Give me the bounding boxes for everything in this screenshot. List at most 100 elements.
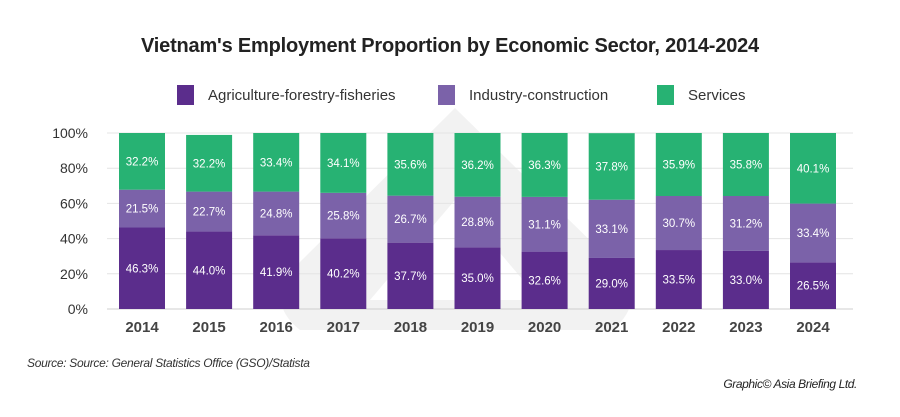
bar-stack-2014: 46.3% 21.5% 32.2%	[119, 133, 165, 309]
bar-stack-2017: 40.2% 25.8% 34.1%	[320, 133, 367, 309]
bar-segment-services	[253, 133, 300, 192]
data-label: 26.7%	[394, 214, 427, 226]
legend-label-industry: Industry-construction	[469, 86, 609, 104]
bar-segment-services	[521, 133, 568, 197]
bar-segment-services	[119, 133, 165, 190]
data-label: 31.1%	[528, 219, 561, 231]
bar-segment-industry	[722, 196, 769, 251]
x-tick-label: 2018	[394, 319, 427, 336]
y-tick-label: 0%	[68, 301, 88, 317]
data-label: 36.2%	[461, 160, 494, 172]
data-label: 22.7%	[193, 207, 226, 219]
bar-segment-industry	[253, 191, 300, 236]
x-tick-label: 2016	[260, 319, 293, 336]
bar-stack-2016: 41.9% 24.8% 33.4%	[253, 133, 300, 309]
bar-segment-agriculture	[387, 242, 434, 309]
bar-segment-services	[454, 133, 501, 197]
bar-stack-2018: 37.7% 26.7% 35.6%	[387, 133, 434, 309]
bar-segment-industry	[454, 196, 501, 248]
data-label: 32.6%	[528, 275, 561, 287]
x-tick-label: 2019	[461, 319, 494, 336]
data-label: 33.1%	[595, 224, 628, 236]
data-label: 32.2%	[193, 158, 226, 170]
bar-segment-industry	[521, 196, 568, 252]
bar-segment-industry	[119, 189, 165, 228]
bar-segment-agriculture	[722, 250, 769, 309]
bar-segment-industry	[655, 196, 702, 251]
x-tick-label: 2024	[796, 319, 830, 336]
bar-segment-agriculture	[655, 250, 702, 309]
bars: 46.3% 21.5% 32.2% 44.0% 22.7% 32.2% 41.9% 24.8%…	[119, 133, 836, 309]
bar-segment-services	[320, 133, 367, 193]
data-label: 34.1%	[327, 158, 360, 170]
bar-segment-services	[790, 133, 836, 204]
data-label: 37.8%	[595, 161, 628, 173]
legend-item-industry: Industry-construction	[438, 85, 608, 105]
data-label: 44.0%	[193, 265, 226, 277]
data-label: 35.8%	[730, 160, 763, 172]
x-tick-label: 2015	[192, 319, 225, 336]
data-label: 31.2%	[730, 218, 763, 230]
legend-swatch-services	[657, 85, 674, 105]
data-label: 21.5%	[126, 204, 159, 216]
y-tick-label: 40%	[60, 231, 88, 247]
x-tick-label: 2014	[125, 319, 159, 336]
x-tick-label: 2021	[595, 319, 628, 336]
data-label: 40.2%	[327, 269, 360, 281]
x-tick-label: 2020	[528, 319, 561, 336]
y-tick-label: 100%	[52, 125, 88, 141]
data-label: 33.5%	[662, 275, 695, 287]
data-label: 24.8%	[260, 208, 293, 220]
bar-segment-agriculture	[186, 231, 233, 309]
bar-segment-services	[387, 133, 434, 196]
x-axis: 2014 2015 2016 2017 2018 2019 2020 2021 2022 2023…	[125, 319, 830, 336]
graphic-credit: Graphic© Asia Briefing Ltd.	[723, 377, 857, 391]
y-tick-label: 20%	[60, 266, 88, 282]
bar-stack-2021: 29.0% 33.1% 37.8%	[588, 133, 635, 309]
bar-segment-agriculture	[320, 238, 367, 309]
chart-title: Vietnam's Employment Proportion by Econo…	[141, 35, 759, 57]
bar-stack-2024: 26.5% 33.4% 40.1%	[790, 133, 836, 309]
source-note: Source: Source: General Statistics Offic…	[27, 356, 310, 370]
bar-segment-services	[655, 133, 702, 197]
data-label: 28.8%	[461, 217, 494, 229]
data-label: 40.1%	[797, 163, 830, 175]
legend-label-services: Services	[688, 86, 746, 104]
y-axis: 0% 20% 40% 60% 80% 100%	[52, 125, 88, 317]
data-label: 29.0%	[595, 278, 628, 290]
bar-segment-services	[186, 134, 233, 192]
bar-segment-agriculture	[119, 227, 165, 309]
bar-stack-2023: 33.0% 31.2% 35.8%	[722, 133, 769, 309]
x-tick-label: 2017	[327, 319, 360, 336]
y-tick-label: 80%	[60, 160, 88, 176]
bar-stack-2015: 44.0% 22.7% 32.2%	[186, 134, 233, 309]
data-label: 33.4%	[797, 228, 830, 240]
data-label: 46.3%	[126, 263, 159, 275]
data-label: 41.9%	[260, 267, 293, 279]
y-tick-label: 60%	[60, 195, 88, 211]
data-label: 26.5%	[797, 281, 830, 293]
data-label: 37.7%	[394, 271, 427, 283]
data-label: 25.8%	[327, 211, 360, 223]
data-label: 35.6%	[394, 159, 427, 171]
data-label: 32.2%	[126, 156, 159, 168]
bar-stack-2022: 33.5% 30.7% 35.9%	[655, 133, 702, 309]
bar-segment-agriculture	[253, 235, 300, 309]
bar-stack-2019: 35.0% 28.8% 36.2%	[454, 133, 501, 309]
bar-segment-agriculture	[521, 251, 568, 309]
data-label: 36.3%	[528, 160, 561, 172]
x-tick-label: 2022	[662, 319, 695, 336]
legend-item-services: Services	[657, 85, 746, 105]
bar-segment-agriculture	[588, 257, 635, 309]
bar-segment-industry	[387, 195, 434, 243]
bar-segment-services	[722, 133, 769, 197]
data-label: 35.9%	[662, 160, 695, 172]
legend-label-agriculture: Agriculture-forestry-fisheries	[208, 86, 396, 104]
data-label: 30.7%	[662, 218, 695, 230]
bar-segment-agriculture	[790, 262, 836, 309]
bar-segment-agriculture	[454, 247, 501, 309]
data-label: 33.4%	[260, 157, 293, 169]
data-label: 33.0%	[730, 275, 763, 287]
legend-item-agriculture: Agriculture-forestry-fisheries	[177, 85, 396, 105]
